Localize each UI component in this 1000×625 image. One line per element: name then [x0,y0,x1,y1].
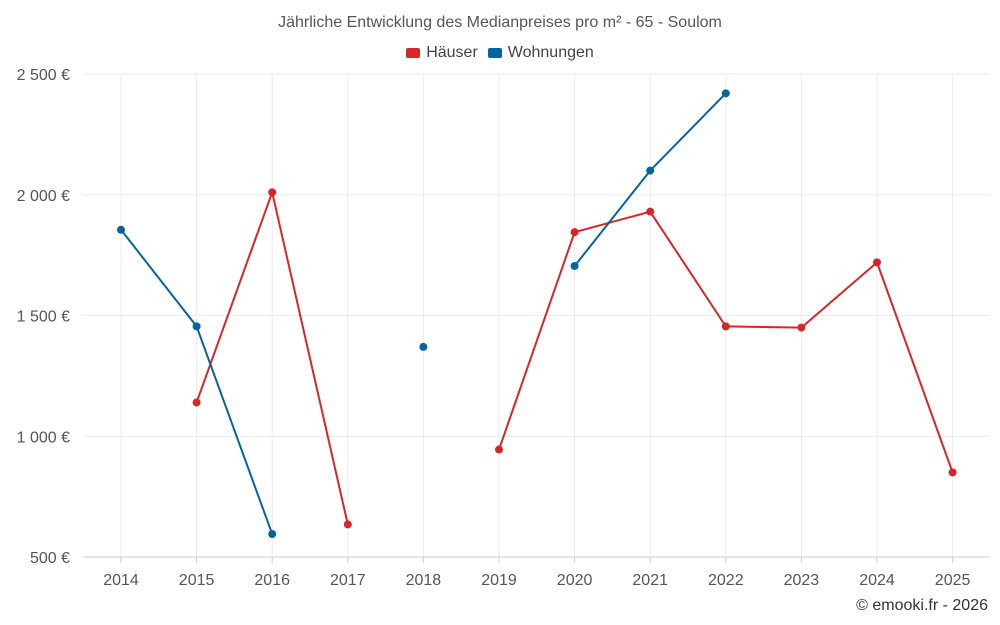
data-point-haeuser [721,322,730,331]
legend-swatch-haeuser [406,48,421,58]
chart-title: Jährliche Entwicklung des Medianpreises … [278,14,722,31]
y-tick-label: 1 500 € [17,309,70,326]
y-tick-label: 2 500 € [17,67,70,84]
x-tick-label: 2016 [254,572,290,589]
series-line-haeuser [876,261,954,474]
series-line-haeuser [573,210,652,234]
legend-label-haeuser: Häuser [426,44,478,61]
y-tick-label: 2 000 € [17,188,70,205]
x-tick-label: 2025 [935,572,971,589]
series-line-haeuser [649,210,727,328]
series-line-haeuser [724,325,803,329]
data-point-haeuser [948,468,957,477]
series-line-haeuser [800,261,878,329]
x-tick-label: 2021 [632,572,668,589]
copyright-credit: © emooki.fr - 2026 [856,597,988,614]
x-tick-label: 2023 [784,572,820,589]
x-tick-label: 2020 [557,572,593,589]
data-point-haeuser [268,188,277,197]
x-tick-label: 2022 [708,572,744,589]
data-point-wohnungen [721,89,730,98]
legend: Häuser Wohnungen [0,44,1000,62]
series-line-wohnungen [649,92,727,172]
x-tick-label: 2024 [859,572,895,589]
legend-item-haeuser[interactable]: Häuser [406,44,478,62]
series-line-haeuser [195,191,274,404]
data-point-wohnungen [419,342,428,351]
series-line-wohnungen [120,228,198,328]
x-tick-label: 2018 [406,572,442,589]
y-tick-label: 500 € [30,550,70,567]
data-point-haeuser [646,207,655,216]
data-point-wohnungen [268,530,277,539]
x-tick-label: 2014 [103,572,139,589]
x-tick-label: 2017 [330,572,366,589]
data-point-haeuser [873,258,881,267]
x-tick-label: 2019 [481,572,517,589]
legend-label-wohnungen: Wohnungen [507,44,594,61]
series-line-haeuser [271,191,349,526]
data-point-haeuser [570,228,579,237]
legend-item-wohnungen[interactable]: Wohnungen [487,44,594,62]
series-line-wohnungen [573,169,652,267]
data-point-wohnungen [192,322,201,331]
data-point-haeuser [797,323,806,332]
x-tick-label: 2015 [179,572,215,589]
data-point-wohnungen [570,261,579,270]
data-point-haeuser [343,520,352,529]
legend-swatch-wohnungen [487,48,502,58]
data-point-haeuser [495,445,503,454]
data-point-wohnungen [646,166,655,175]
y-tick-label: 1 000 € [17,429,70,446]
series-line-haeuser [498,231,576,451]
series-line-wohnungen [195,325,274,536]
data-point-wohnungen [117,225,125,234]
data-point-haeuser [192,398,201,407]
